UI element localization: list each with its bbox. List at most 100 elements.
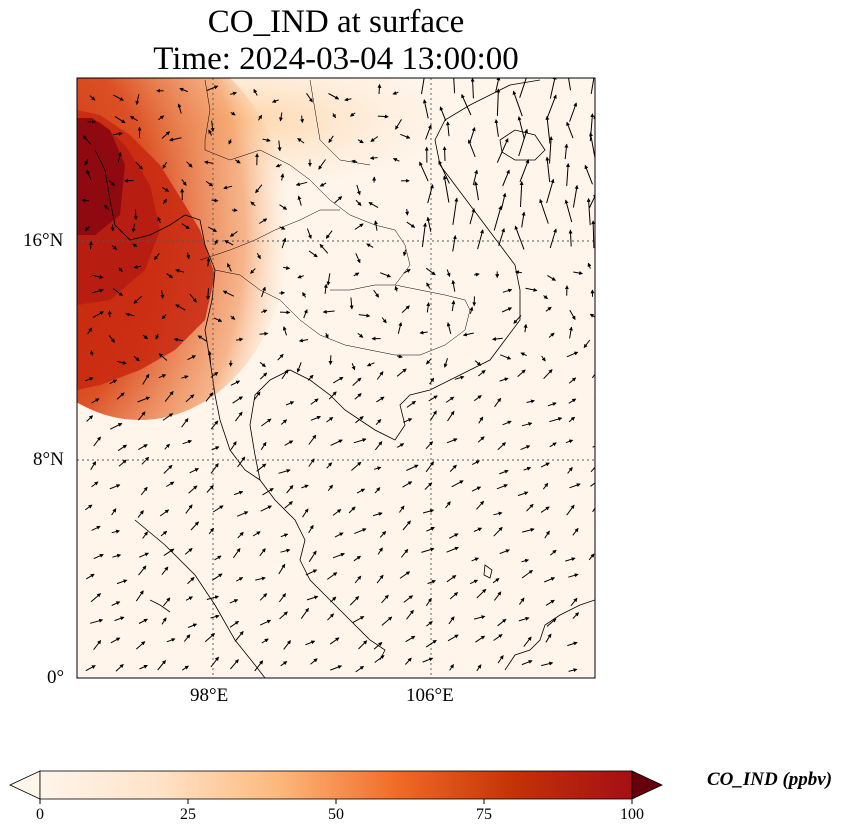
wind-vector	[512, 90, 523, 117]
wind-vector	[523, 466, 532, 471]
wind-vector	[406, 400, 417, 408]
wind-vector	[549, 442, 557, 448]
wind-vector	[379, 531, 387, 538]
wind-vector	[210, 371, 219, 378]
wind-vector	[139, 664, 148, 670]
wind-vector	[116, 360, 127, 365]
wind-vector	[474, 272, 480, 277]
wind-vector	[205, 180, 214, 187]
wind-vector	[261, 638, 269, 644]
wind-vector	[141, 456, 150, 465]
wind-vector	[300, 607, 309, 619]
wind-vector	[206, 595, 220, 600]
wind-vector	[377, 547, 383, 555]
wind-vector	[545, 306, 552, 312]
wind-vector	[421, 78, 425, 95]
wind-vector	[525, 287, 538, 292]
wind-vector	[502, 169, 510, 187]
wind-vector	[332, 113, 336, 119]
wind-vector	[222, 290, 235, 297]
wind-vector	[426, 526, 435, 532]
wind-vector	[494, 591, 502, 601]
wind-vector	[351, 159, 358, 164]
wind-vector	[108, 180, 115, 186]
wind-vector	[230, 659, 239, 670]
wind-vector	[204, 633, 216, 643]
wind-vector	[285, 401, 295, 406]
wind-vector	[278, 563, 286, 575]
wind-vector	[133, 264, 141, 269]
wind-vector	[568, 398, 577, 404]
wind-vector	[373, 220, 378, 231]
wind-vector	[451, 480, 464, 488]
wind-vector	[259, 218, 268, 224]
wind-vector	[514, 270, 522, 275]
wind-vector	[85, 665, 96, 672]
wind-vector	[392, 91, 399, 95]
wind-vector	[544, 577, 556, 583]
wind-vector	[177, 103, 182, 114]
wind-vector	[323, 283, 328, 294]
wind-vector	[596, 419, 606, 425]
wind-vector	[403, 418, 413, 423]
wind-vector	[572, 184, 579, 208]
wind-vector	[117, 151, 122, 163]
wind-vector	[589, 132, 595, 160]
wind-vector	[425, 639, 437, 648]
wind-vector	[426, 302, 431, 313]
wind-vector	[103, 204, 110, 211]
wind-vector	[397, 443, 405, 448]
wind-vector	[469, 208, 476, 225]
wind-vector	[517, 116, 525, 140]
wind-vector	[494, 119, 499, 137]
wind-vector	[90, 593, 102, 603]
wind-vector	[397, 321, 403, 334]
wind-vector	[332, 552, 345, 559]
wind-vector	[568, 573, 579, 578]
wind-vector	[498, 227, 506, 246]
wind-vector	[502, 288, 513, 293]
wind-vector	[259, 619, 272, 626]
wind-vector	[259, 361, 266, 368]
wind-vector	[237, 531, 244, 539]
wind-vector	[492, 337, 503, 341]
colorbar-tick-label: 100	[620, 806, 644, 823]
wind-vector	[253, 391, 261, 400]
wind-vector	[330, 665, 343, 671]
wind-vector	[230, 111, 236, 116]
wind-vector	[236, 337, 244, 342]
wind-vector	[278, 593, 287, 603]
wind-vector	[599, 575, 607, 578]
wind-vector	[520, 445, 531, 451]
wind-vector	[204, 160, 214, 165]
wind-vector	[262, 488, 274, 496]
wind-vector	[181, 375, 189, 380]
wind-vector	[302, 508, 309, 518]
wind-vector	[573, 271, 584, 275]
wind-vector	[398, 505, 405, 513]
wind-vector	[133, 355, 140, 362]
wind-vector	[181, 179, 187, 186]
wind-vector	[319, 243, 329, 254]
wind-vector	[206, 257, 211, 267]
wind-vector	[308, 524, 314, 534]
wind-vector	[260, 505, 272, 512]
wind-vector	[519, 181, 524, 208]
wind-vector	[280, 419, 288, 425]
wind-vector	[549, 417, 563, 423]
wind-vector	[81, 198, 89, 203]
wind-vector	[540, 506, 550, 513]
wind-vector	[442, 146, 447, 161]
wind-vector	[541, 355, 546, 362]
wind-vector	[260, 441, 267, 451]
wind-vector	[306, 93, 313, 103]
wind-vector	[280, 533, 289, 538]
colorbar-tick-label: 50	[328, 806, 344, 823]
wind-vector	[377, 114, 389, 119]
wind-vector	[161, 314, 167, 320]
wind-vector	[310, 658, 318, 665]
wind-vector	[186, 161, 193, 168]
wind-vector	[493, 205, 503, 231]
wind-vector	[109, 379, 118, 385]
wind-vector	[318, 159, 326, 170]
